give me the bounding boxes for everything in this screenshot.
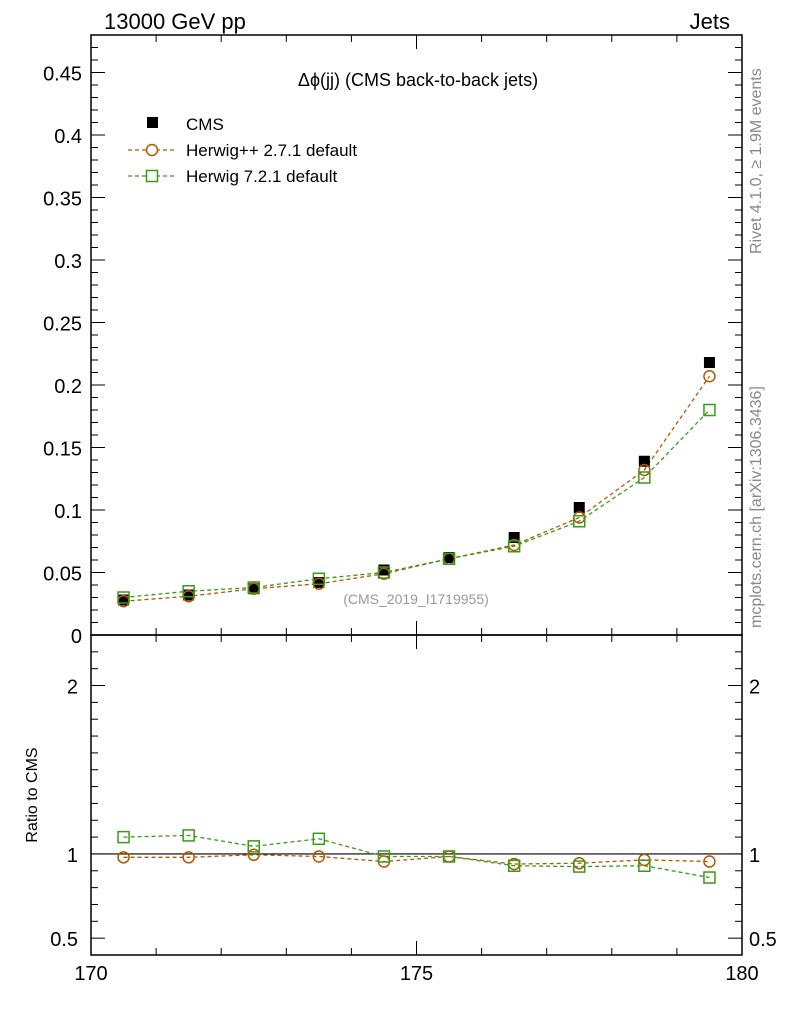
analysis-id: (CMS_2019_I1719955) — [343, 591, 489, 607]
main-y-tick-label: 0.2 — [54, 376, 82, 398]
header-right: Jets — [690, 9, 730, 34]
herwig7-ratio-point — [638, 859, 651, 872]
main-y-tick-label: 0.15 — [43, 439, 82, 461]
header-left: 13000 GeV pp — [104, 9, 246, 34]
cms-data-point — [183, 589, 195, 601]
x-tick-label: 180 — [725, 963, 758, 985]
plot-title: Δϕ(jj) (CMS back-to-back jets) — [298, 70, 538, 90]
herwig7-ratio-point — [703, 871, 716, 884]
herwig7-ratio-point — [573, 860, 586, 873]
herwig7-ratio-point — [507, 859, 521, 872]
herwig7-ratio-point — [182, 829, 195, 842]
herwig7-ratio-point — [377, 850, 391, 863]
herwigpp-ratio-point — [703, 855, 716, 868]
cms-data-point — [508, 532, 520, 543]
ratio-y-tick-label-left: 0.5 — [50, 929, 78, 951]
herwig7-main-line — [123, 409, 710, 599]
main-y-tick-label: 0.25 — [43, 314, 82, 336]
ratio-y-tick-label-right: 1 — [749, 845, 760, 867]
legend: CMS Herwig++ 2.7.1 default Herwig 7.2.1 … — [128, 115, 357, 186]
ratio-y-tick-label-left: 2 — [67, 677, 78, 699]
herwig7-ratio-point — [117, 830, 130, 844]
cms-data-point — [573, 502, 585, 513]
legend-marker-herwigpp — [145, 143, 159, 157]
main-y-tick-label: 0.3 — [54, 251, 82, 273]
herwigpp-ratio-point — [442, 850, 456, 863]
herwigpp-ratio-point — [247, 848, 260, 862]
main-y-tick-label: 0.1 — [54, 501, 82, 523]
herwig7-ratio-point — [247, 840, 260, 853]
herwig7-ratio-point — [442, 850, 456, 863]
herwig7-main-point — [247, 581, 260, 594]
x-tick-label: 170 — [74, 963, 107, 985]
ratio-y-tick-labels: 0.5 0.5 1 1 2 2 — [50, 677, 777, 952]
rivet-label: Rivet 4.1.0, ≥ 1.9M events — [748, 68, 765, 254]
ratio-y-tick-label-right: 0.5 — [749, 929, 777, 951]
cms-data-point — [118, 594, 130, 606]
cms-data-point — [703, 357, 715, 368]
cms-data-point — [313, 577, 325, 588]
main-y-tick-label: 0.05 — [43, 564, 82, 586]
ratio-y-axis-label: Ratio to CMS — [24, 747, 41, 842]
herwigpp-ratio-point — [117, 851, 130, 864]
ratio-y-tick-label-right: 2 — [749, 677, 760, 699]
x-tick-labels: 170 175 180 — [74, 963, 758, 985]
main-y-tick-label: 0 — [71, 626, 82, 648]
legend-marker-herwig7 — [145, 169, 159, 183]
herwig7-main-point — [182, 585, 195, 598]
herwigpp-ratio-point — [312, 850, 326, 863]
cms-data-point — [248, 583, 260, 595]
legend-label-cms: CMS — [186, 115, 224, 134]
herwigpp-ratio-point — [573, 856, 586, 870]
herwig7-main-point — [703, 403, 716, 417]
legend-label-herwig7: Herwig 7.2.1 default — [186, 167, 337, 186]
herwigpp-main-point — [703, 370, 716, 383]
herwigpp-main-line — [123, 375, 710, 602]
legend-label-herwigpp: Herwig++ 2.7.1 default — [186, 141, 357, 160]
herwig7-main-point — [442, 552, 456, 565]
legend-marker-cms — [147, 117, 158, 128]
herwigpp-ratio-point — [182, 851, 195, 864]
herwig7-main-point — [638, 471, 651, 484]
main-y-tick-labels: 0 0.05 0.1 0.15 0.2 0.25 0.3 0.35 0.4 0.45 — [43, 64, 82, 649]
herwig7-ratio-line — [123, 834, 710, 879]
herwig7-main-point — [507, 540, 521, 553]
main-y-tick-label: 0.45 — [43, 64, 82, 86]
cms-data-point — [638, 455, 650, 467]
main-series-layer — [117, 357, 716, 608]
herwig7-main-point — [312, 572, 326, 585]
herwigpp-main-point — [638, 463, 651, 477]
cms-data-point — [378, 564, 390, 576]
herwigpp-main-point — [573, 511, 586, 524]
herwigpp-main-point — [442, 552, 456, 565]
ratio-y-tick-label-left: 1 — [67, 845, 78, 867]
herwig7-main-point — [377, 566, 391, 579]
mcplots-label: mcplots.cern.ch [arXiv:1306.3436] — [748, 386, 765, 628]
herwig7-ratio-point — [312, 832, 326, 846]
cms-data-point — [443, 552, 455, 563]
herwig7-main-point — [573, 515, 586, 528]
herwigpp-main-point — [117, 595, 130, 608]
main-y-tick-label: 0.4 — [54, 126, 82, 148]
axis-ticks — [90, 34, 743, 955]
main-y-tick-label: 0.35 — [43, 189, 82, 211]
ratio-series-layer — [117, 829, 716, 884]
x-tick-label: 175 — [400, 963, 433, 985]
herwig7-main-point — [117, 591, 130, 604]
ratio-plot-frame — [90, 634, 743, 956]
